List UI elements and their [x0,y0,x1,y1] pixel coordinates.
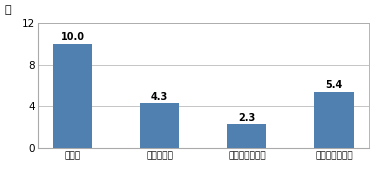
Text: 4.3: 4.3 [151,92,168,102]
Text: 2.3: 2.3 [238,113,255,123]
Bar [53,44,92,148]
Bar [227,124,266,148]
Text: 5.4: 5.4 [325,80,343,90]
Text: 10.0: 10.0 [61,32,85,42]
Text: 件: 件 [5,5,11,15]
Bar [140,103,179,148]
Bar [314,92,353,148]
